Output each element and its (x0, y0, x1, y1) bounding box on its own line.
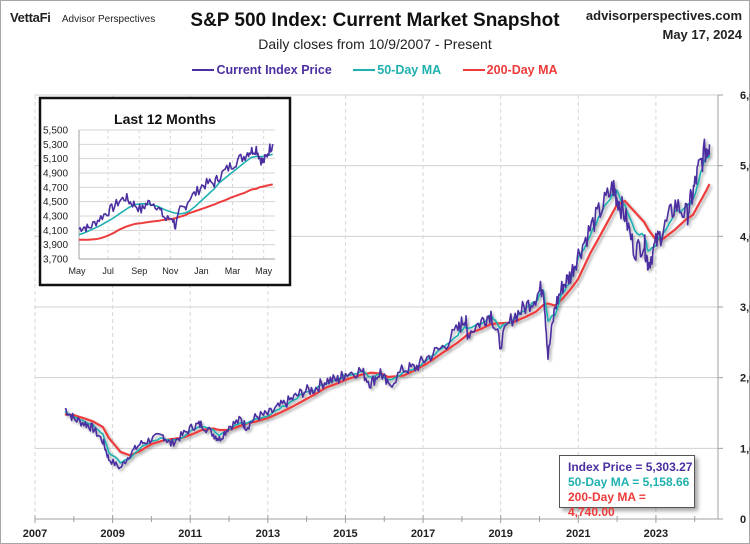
inset-y-tick-label: 4,900 (43, 169, 68, 180)
x-tick-label: 2017 (411, 528, 435, 540)
main-axes: 0 1,000 2,000 3,000 4,000 5,000 6,000 2007 2009 2… (23, 90, 750, 540)
inset-x-tick-label: May (255, 266, 273, 276)
site-info: advisorperspectives.com May 17, 2024 (586, 6, 742, 44)
inset-x-tick-label: Nov (162, 266, 179, 276)
inset-y-tick-label: 5,300 (43, 140, 68, 151)
legend-label-ma200: 200-Day MA (486, 63, 558, 77)
x-tick-label: 2021 (566, 528, 590, 540)
x-tick-label: 2007 (23, 528, 47, 540)
legend-item-ma50: 50-Day MA (353, 63, 441, 77)
inset-title: Last 12 Months (114, 111, 216, 127)
value-label-ma200: 200-Day MA = (568, 490, 646, 504)
inset-x-tick-label: Mar (225, 266, 241, 276)
vettafi-logo: VettaFi (10, 10, 51, 25)
legend-label-ma50: 50-Day MA (377, 63, 442, 77)
legend: Current Index Price 50-Day MA 200-Day MA (0, 63, 750, 77)
inset-x-tick-label: Sep (131, 266, 147, 276)
y-tick-label: 1,000 (740, 443, 750, 455)
value-ma50: 5,158.66 (642, 475, 690, 489)
inset-y-tick-label: 4,500 (43, 197, 68, 208)
legend-item-price: Current Index Price (192, 63, 332, 77)
inset-y-tick-label: 4,100 (43, 226, 68, 237)
site-url: advisorperspectives.com (585, 8, 742, 23)
x-tick-label: 2009 (100, 528, 124, 540)
main-series (64, 138, 711, 470)
value-row-ma200: 200-Day MA = 4,740.00 (568, 490, 694, 520)
y-tick-label: 3,000 (740, 302, 750, 314)
inset-x-tick-label: Jul (102, 266, 114, 276)
legend-swatch-ma50 (353, 68, 376, 71)
x-tick-label: 2011 (178, 528, 202, 540)
value-price: 5,303.27 (645, 460, 693, 474)
inset-y-tick-label: 3,700 (43, 255, 68, 266)
legend-swatch-ma200 (462, 68, 485, 71)
value-row-ma50: 50-Day MA = 5,158.66 (568, 475, 694, 490)
inset-x-tick-label: May (68, 266, 86, 276)
value-ma200: 4,740.00 (568, 505, 615, 519)
y-tick-label: 4,000 (740, 231, 750, 243)
inset-y-tick-label: 5,500 (43, 126, 68, 137)
y-tick-label: 2,000 (740, 373, 750, 385)
inset-y-tick-label: 4,300 (43, 212, 68, 223)
value-label-price: Index Price = (568, 460, 643, 474)
x-tick-label: 2019 (488, 528, 512, 540)
x-tick-label: 2013 (256, 528, 280, 540)
inset-chart: Last 12 Months 3,700 3,900 4,100 4,300 4,500 4… (38, 96, 292, 287)
legend-label-price: Current Index Price (216, 63, 332, 77)
y-tick-label: 5,000 (740, 161, 750, 173)
current-values-box: Index Price = 5,303.27 50-Day MA = 5,158… (559, 455, 695, 519)
chart-title: S&P 500 Index: Current Market Snapshot (190, 10, 560, 31)
inset-y-tick-label: 3,900 (43, 240, 68, 251)
value-label-ma50: 50-Day MA = (568, 475, 640, 489)
brand: VettaFi Advisor Perspectives (10, 10, 155, 25)
inset-line-ma50 (78, 153, 273, 236)
inset-y-tick-label: 5,100 (43, 154, 68, 165)
inset-y-tick-label: 4,700 (43, 183, 68, 194)
chart-subtitle: Daily closes from 10/9/2007 - Present (258, 36, 492, 52)
brand-subtitle: Advisor Perspectives (61, 14, 156, 25)
y-tick-label: 0 (740, 514, 746, 526)
inset-line-price (78, 143, 274, 233)
series-line-price (64, 138, 711, 470)
inset-line-ma200 (79, 183, 273, 241)
value-row-price: Index Price = 5,303.27 (568, 460, 694, 475)
inset-x-tick-label: Jan (194, 266, 209, 276)
x-tick-label: 2023 (644, 528, 668, 540)
legend-item-ma200: 200-Day MA (462, 63, 558, 77)
y-tick-label: 6,000 (740, 90, 750, 102)
report-date: May 17, 2024 (662, 27, 742, 42)
x-tick-label: 2015 (333, 528, 357, 540)
legend-swatch-price (192, 68, 215, 71)
